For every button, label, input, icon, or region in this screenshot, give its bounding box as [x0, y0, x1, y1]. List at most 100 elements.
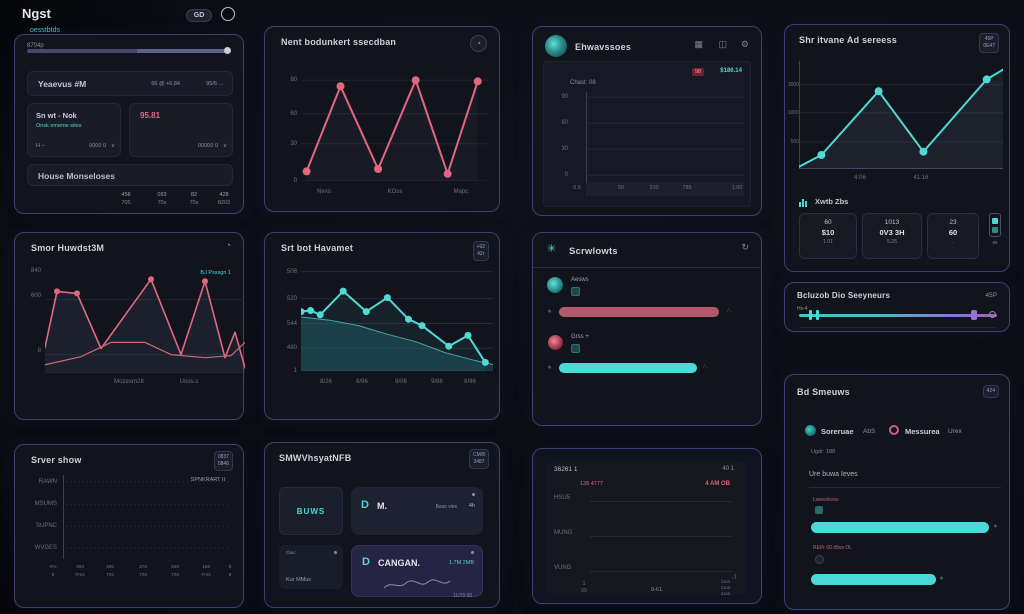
gauge-icon[interactable]: ◔ [470, 35, 487, 52]
stats-section-label: Xwtb Zbs [815, 197, 849, 206]
chevron-down-icon[interactable]: ∨ [222, 143, 227, 149]
slider-end-ring[interactable] [989, 311, 996, 318]
search-input[interactable]: House Monseloses [27, 164, 233, 186]
y-tick: 1 [293, 368, 297, 374]
y-tick: 80 [290, 77, 297, 83]
value-teal: $186.14 [720, 68, 742, 74]
card-badge[interactable]: CM/8 3487 [469, 449, 489, 469]
account-tile[interactable]: D M. Bass vies 4h [351, 487, 483, 535]
x-label: 360 [75, 565, 85, 570]
progress-bar-track [811, 574, 989, 585]
stat-line1: 60 [824, 219, 832, 226]
x-tick: 9/06 [395, 379, 407, 385]
range-slider-track[interactable] [799, 314, 997, 317]
x-tick: 1.00 [731, 185, 743, 191]
gear-icon[interactable]: ⚙ [740, 39, 749, 49]
person-icon[interactable]: ◔ [225, 240, 231, 250]
bar-right-icon[interactable]: ∴ [703, 364, 707, 370]
avatar[interactable] [545, 35, 567, 57]
metric-avatar[interactable] [547, 277, 563, 293]
summary-row[interactable]: Yeaevus #M 66 @ +6.84 95/6 → [27, 71, 233, 96]
y-tick: 0 [564, 172, 568, 178]
bar-tag-icon [815, 506, 823, 514]
card-title: Scrwlowts [569, 246, 618, 257]
slider-label: 8704p [27, 43, 44, 49]
bar-right-icon[interactable]: ∴ [727, 308, 731, 314]
columns-icon[interactable]: ◫ [718, 39, 727, 49]
slider-handle-left2[interactable] [816, 310, 819, 320]
x-label: 0-61. [651, 587, 664, 593]
signature-tile[interactable]: D CANGAN. 1.7M 2MB [351, 545, 483, 597]
asset-subtitle: Onsk ememe sites [36, 123, 82, 129]
legend-meta: AbS [863, 428, 876, 435]
summary-stat2[interactable]: 95/6 → [206, 81, 224, 87]
progress-bar-teal [811, 574, 936, 585]
card-title: Smor Huwdst3M [31, 243, 105, 253]
mini-tile[interactable]: Gav: Kur MMus [279, 545, 343, 589]
dotted-grid-chart [63, 475, 231, 559]
bar-left-icon: ∗ [547, 365, 553, 371]
bar-right-icon[interactable]: ∗ [993, 524, 999, 530]
report-red-right[interactable]: 4 AM OB [705, 481, 730, 487]
badge-line: 45P [984, 36, 994, 42]
y-tick: 840 [30, 268, 41, 274]
signature-scribble [383, 579, 451, 589]
grid-icon[interactable]: ▦ [694, 39, 703, 49]
card-title: Srt bot Havamet [281, 243, 354, 253]
menu-dot-icon[interactable] [471, 551, 474, 554]
stat-box: 23 60 . [927, 213, 979, 259]
report-badge[interactable]: 40 1 [722, 466, 734, 472]
row-label: RAWN [38, 479, 57, 485]
mini-tile-top: Gav: [286, 551, 297, 556]
revenue-area-chart [45, 276, 245, 373]
report-title: 36261 1 [554, 466, 578, 473]
battery-value: 88 [992, 240, 998, 245]
metric-avatar[interactable] [548, 335, 563, 350]
header-badge[interactable]: GD [186, 9, 212, 22]
x-label: 9 [51, 573, 55, 578]
refresh-icon[interactable]: ↻ [741, 242, 749, 252]
tile-name: M. [377, 501, 387, 511]
top-slider-track[interactable] [27, 49, 227, 53]
asset-tile-left[interactable]: Sn wt - Nok Onsk ememe sites H -- 0000 0… [27, 103, 121, 157]
stat-box: 60 $10 1.01 [799, 213, 857, 259]
empty-grid-chart [586, 92, 744, 196]
y-tick: 30 [290, 141, 297, 147]
card-title: SMWVhsyatNFB [279, 453, 352, 463]
menu-dot-icon[interactable] [334, 551, 337, 554]
user-circle-icon[interactable] [221, 7, 235, 21]
row-label: HSU5 [554, 495, 571, 501]
menu-dot-icon[interactable] [472, 493, 475, 496]
stat-line3: . [952, 239, 954, 245]
slider-handle-right[interactable] [971, 310, 977, 320]
chevron-down-icon[interactable]: ∨ [110, 143, 115, 149]
x-tick: 41:16 [913, 175, 929, 181]
x-label: 158 [201, 565, 211, 570]
badge-line: 0837 [217, 454, 229, 460]
x-tick: Mozesrn28 [114, 379, 144, 385]
x-label: 380 [105, 565, 115, 570]
metric-tag-icon [571, 344, 580, 353]
card-title: Bd Smeuws [797, 387, 850, 397]
card-badge[interactable]: +92 42r [472, 241, 489, 261]
badge-line: 42r [477, 250, 485, 257]
legend-name[interactable]: Soreruae [821, 427, 854, 436]
x-tick: 4:06 [854, 175, 866, 181]
asset-value: 95.81 [140, 111, 161, 120]
card-badge[interactable]: 424 [982, 385, 999, 398]
bar-right-icon[interactable]: ∗ [939, 576, 945, 582]
card-badge[interactable]: 0837 0846 [213, 451, 233, 471]
y-tick: 508 [286, 269, 297, 275]
x-label: 0% [49, 565, 57, 570]
card-badge[interactable]: 45P 0E47 [979, 33, 999, 53]
tile-button[interactable]: BUWS [279, 487, 343, 535]
dataview-card: Ehwavssoes ▦ ◫ ⚙ 98 $186.14 Chast: 08 90… [532, 26, 762, 216]
top-slider-knob[interactable] [224, 47, 231, 54]
legend-name[interactable]: Messurea [905, 427, 940, 436]
badge-line: 3487 [473, 458, 485, 465]
asset-tile-right[interactable]: 95.81 00000 0 ∨ [129, 103, 233, 157]
sessions-zigzag-chart [301, 76, 489, 181]
slider-handle-left[interactable] [809, 310, 812, 320]
y-tick: 60 [561, 120, 568, 126]
